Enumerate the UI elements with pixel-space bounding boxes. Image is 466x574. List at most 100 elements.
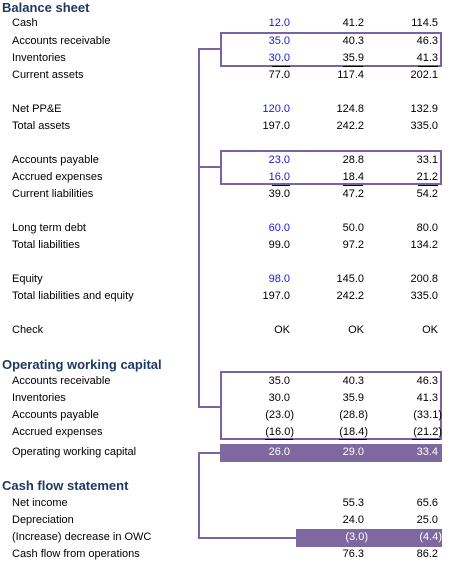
row-label-cash-flow-operations: Cash flow from operations — [12, 548, 140, 560]
cell-check-y2: OK — [348, 324, 364, 336]
row-label-equity: Equity — [12, 273, 43, 285]
link-box-owc — [220, 371, 442, 440]
cell-inventories-y2: 35.9 — [342, 52, 364, 64]
section-title-owc: Operating working capital — [2, 357, 162, 372]
cell-owc-ar-y2: 40.3 — [342, 375, 364, 387]
row-label-current-assets: Current assets — [12, 69, 84, 81]
cell-ap-y2: 28.8 — [342, 154, 364, 166]
cell-current-liabilities-y2: 47.2 — [342, 188, 364, 200]
cell-cfo-y2: 76.3 — [342, 548, 364, 560]
cell-equity-y2: 145.0 — [336, 273, 364, 285]
cell-check-y1: OK — [274, 324, 290, 336]
cell-equity-y3: 200.8 — [410, 273, 438, 285]
cell-ltd-y3: 80.0 — [416, 222, 438, 234]
cell-net-ppe-y2: 124.8 — [336, 103, 364, 115]
underline-owc-accrued-y2 — [339, 439, 367, 440]
cell-accrued-y2: 18.4 — [342, 171, 364, 183]
row-label-owc-accrued: Accrued expenses — [12, 426, 103, 438]
underline-inventories-y3 — [418, 66, 438, 67]
underline-inventories-y1 — [272, 66, 290, 67]
cell-ar-y1: 35.0 — [268, 35, 290, 47]
cell-owc-inv-y3: 41.3 — [416, 392, 438, 404]
connector-vertical-bs — [198, 48, 200, 408]
cell-current-assets-y2: 117.4 — [337, 69, 364, 81]
underline-inventories-y2 — [343, 66, 363, 67]
cell-owc-ar-y1: 35.0 — [268, 375, 290, 387]
cell-total-liabilities-y1: 99.0 — [268, 239, 290, 251]
row-label-change-owc: (Increase) decrease in OWC — [12, 531, 152, 543]
cell-owc-total-y3: 33.4 — [416, 446, 438, 458]
cell-cash-y2: 41.2 — [342, 17, 364, 29]
cell-owc-ap-y2: (28.8) — [339, 409, 368, 421]
underline-accrued-y2 — [343, 185, 363, 186]
cell-depreciation-y3: 25.0 — [416, 514, 438, 526]
underline-accrued-y3 — [418, 185, 438, 186]
cell-total-le-y1: 197.0 — [262, 290, 290, 302]
cell-ar-y3: 46.3 — [416, 35, 438, 47]
cell-total-assets-y2: 242.2 — [336, 120, 364, 132]
cell-change-owc-y2: (3.0) — [345, 531, 368, 543]
underline-owc-accrued-y1 — [265, 439, 293, 440]
highlight-bar-owc-total — [220, 444, 442, 462]
section-title-cash-flow: Cash flow statement — [2, 478, 129, 493]
row-label-total-liabilities-equity: Total liabilities and equity — [12, 290, 134, 302]
row-label-total-liabilities: Total liabilities — [12, 239, 80, 251]
cell-total-le-y3: 335.0 — [410, 290, 438, 302]
cell-total-liabilities-y3: 134.2 — [410, 239, 438, 251]
cell-current-assets-y3: 202.1 — [410, 69, 438, 81]
cell-equity-y1: 98.0 — [268, 273, 290, 285]
underline-owc-accrued-y3 — [412, 439, 440, 440]
cell-accrued-y3: 21.2 — [416, 171, 438, 183]
connector-vertical-cf — [198, 452, 200, 538]
cell-ap-y3: 33.1 — [416, 154, 438, 166]
cell-owc-inv-y2: 35.9 — [342, 392, 364, 404]
row-label-owc-total: Operating working capital — [12, 446, 137, 458]
row-label-inventories: Inventories — [12, 52, 66, 64]
row-label-owc-inventories: Inventories — [12, 392, 66, 404]
link-box-assets — [220, 32, 442, 67]
cell-accrued-y1: 16.0 — [268, 171, 290, 183]
row-label-owc-ap: Accounts payable — [12, 409, 99, 421]
cell-ar-y2: 40.3 — [342, 35, 364, 47]
row-label-total-assets: Total assets — [12, 120, 71, 132]
cell-current-assets-y1: 77.0 — [268, 69, 290, 81]
cell-ltd-y2: 50.0 — [342, 222, 364, 234]
cell-net-ppe-y1: 120.0 — [262, 103, 290, 115]
cell-total-assets-y3: 335.0 — [410, 120, 438, 132]
connector-liabilities — [198, 166, 220, 168]
cell-owc-inv-y1: 30.0 — [268, 392, 290, 404]
connector-owc — [198, 406, 220, 408]
row-label-long-term-debt: Long term debt — [12, 222, 86, 234]
section-title-balance-sheet: Balance sheet — [2, 0, 90, 15]
cell-owc-accrued-y3: (21.2) — [413, 426, 442, 438]
cell-net-ppe-y3: 132.9 — [410, 103, 438, 115]
connector-owc-total — [198, 452, 220, 454]
cell-total-liabilities-y2: 97.2 — [342, 239, 364, 251]
cell-net-income-y2: 55.3 — [342, 497, 364, 509]
cell-owc-total-y2: 29.0 — [342, 446, 364, 458]
row-label-net-ppe: Net PP&E — [12, 103, 62, 115]
cell-owc-ap-y1: (23.0) — [265, 409, 294, 421]
cell-owc-accrued-y2: (18.4) — [339, 426, 368, 438]
underline-accrued-y1 — [272, 185, 290, 186]
link-box-liabilities — [220, 150, 442, 185]
cell-inventories-y1: 30.0 — [268, 52, 290, 64]
row-label-accounts-payable: Accounts payable — [12, 154, 99, 166]
cell-depreciation-y2: 24.0 — [342, 514, 364, 526]
cell-ap-y1: 23.0 — [268, 154, 290, 166]
cell-cfo-y3: 86.2 — [416, 548, 438, 560]
cell-inventories-y3: 41.3 — [416, 52, 438, 64]
cell-net-income-y3: 65.6 — [416, 497, 438, 509]
cell-total-assets-y1: 197.0 — [262, 120, 290, 132]
cell-owc-accrued-y1: (16.0) — [265, 426, 294, 438]
highlight-bar-owc-change — [296, 529, 442, 547]
cell-total-le-y2: 242.2 — [336, 290, 364, 302]
row-label-owc-ar: Accounts receivable — [12, 375, 111, 387]
row-label-cash: Cash — [12, 17, 38, 29]
cell-owc-total-y1: 26.0 — [268, 446, 290, 458]
connector-assets — [198, 48, 220, 50]
row-label-accounts-receivable: Accounts receivable — [12, 35, 111, 47]
cell-check-y3: OK — [422, 324, 438, 336]
cell-ltd-y1: 60.0 — [268, 222, 290, 234]
cell-change-owc-y3: (4.4) — [419, 531, 442, 543]
